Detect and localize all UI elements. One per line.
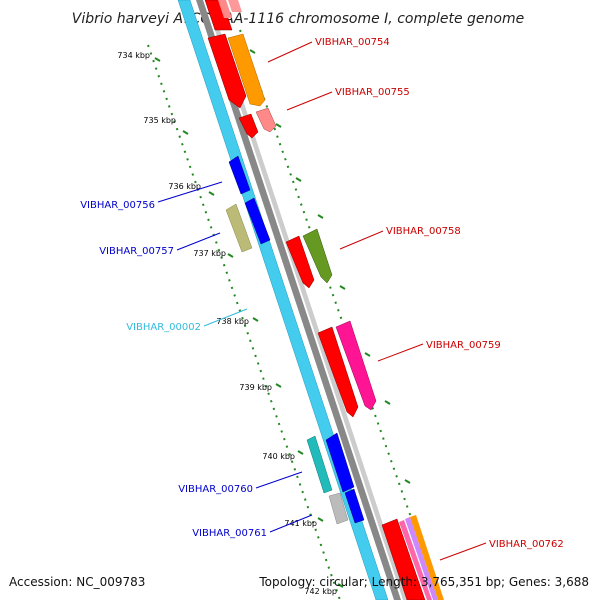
map-title: Vibrio harveyi ATCC BAA-1116 chromosome …: [72, 11, 524, 27]
gene-label-vibhar-00759[interactable]: VIBHAR_00759: [426, 340, 501, 351]
tick-mark: [317, 517, 324, 522]
cds-feature[interactable]: [228, 155, 251, 195]
reverse-strand-features: [225, 155, 365, 525]
cds-feature[interactable]: [207, 33, 247, 109]
cds-feature[interactable]: [227, 33, 266, 107]
gene-label-vibhar-00760[interactable]: VIBHAR_00760: [178, 484, 253, 495]
cds-feature[interactable]: [381, 518, 426, 600]
cds-feature[interactable]: [285, 235, 315, 289]
gene-label-vibhar-00762[interactable]: VIBHAR_00762: [489, 539, 564, 550]
tick-label: 736 kbp: [168, 182, 201, 191]
cds-feature[interactable]: [228, 0, 242, 12]
tick-mark: [339, 285, 346, 290]
cds-feature[interactable]: [335, 320, 377, 411]
rrna-feature[interactable]: [225, 203, 253, 253]
cds-feature[interactable]: [325, 432, 355, 493]
leader-line: [176, 232, 221, 251]
tick-label: 738 kbp: [216, 317, 249, 326]
tick-label: 739 kbp: [239, 383, 272, 392]
tick-mark: [227, 253, 234, 258]
tick-label: 740 kbp: [262, 452, 295, 461]
tick-mark: [364, 352, 371, 357]
cds-feature[interactable]: [410, 515, 444, 600]
cds-feature[interactable]: [399, 520, 432, 600]
leader-line: [339, 230, 384, 250]
tick-mark: [295, 177, 302, 182]
cds-feature[interactable]: [344, 488, 365, 524]
tick-label: 742 kbp: [304, 587, 337, 596]
leader-line: [286, 91, 333, 111]
tick-marks-inner: [154, 57, 344, 588]
tick-mark: [297, 450, 304, 455]
tick-mark: [384, 400, 391, 405]
gene-label-vibhar-00754[interactable]: VIBHAR_00754: [315, 37, 390, 48]
leader-line: [267, 41, 313, 63]
gene-label-vibhar-00755[interactable]: VIBHAR_00755: [335, 87, 410, 98]
cds-feature[interactable]: [302, 228, 333, 284]
cds-feature[interactable]: [218, 0, 232, 18]
gene-label-vibhar-00756[interactable]: VIBHAR_00756: [80, 200, 155, 211]
genome-backbone: [196, 0, 401, 600]
tick-mark: [249, 49, 256, 54]
gene-label-leaders: [157, 41, 487, 561]
tick-label: 735 kbp: [143, 116, 176, 125]
tick-mark: [404, 479, 411, 484]
tick-mark: [275, 123, 282, 128]
inner-tick-guide: [147, 44, 341, 600]
tick-label: 741 kbp: [284, 519, 317, 528]
cds-feature[interactable]: [238, 113, 259, 139]
cds-feature[interactable]: [317, 326, 359, 418]
leader-line: [157, 181, 223, 203]
forward-strand-features: [204, 0, 444, 600]
tick-mark: [275, 383, 282, 388]
tick-label: 734 kbp: [117, 51, 150, 60]
accession-text: Accession: NC_009783: [9, 575, 145, 589]
tick-mark: [154, 57, 161, 62]
cds-feature[interactable]: [306, 435, 333, 494]
gene-label-vibhar-00002[interactable]: VIBHAR_00002: [126, 322, 201, 333]
leader-line: [203, 308, 248, 327]
leader-line: [269, 514, 313, 533]
cds-feature[interactable]: [204, 0, 233, 31]
gene-label-vibhar-00761[interactable]: VIBHAR_00761: [192, 528, 267, 539]
leader-line: [377, 343, 424, 362]
cds-feature[interactable]: [244, 197, 271, 245]
tick-mark: [182, 130, 189, 135]
topology-text: Topology: circular; Length: 3,765,351 bp…: [258, 575, 589, 589]
leader-line: [255, 471, 303, 489]
tick-label: 737 kbp: [193, 249, 226, 258]
cds-feature[interactable]: [255, 107, 277, 133]
tick-mark: [208, 191, 215, 196]
tick-mark: [337, 583, 344, 588]
gene-label-vibhar-00758[interactable]: VIBHAR_00758: [386, 226, 461, 237]
cds-feature[interactable]: [328, 492, 349, 525]
cds-feature[interactable]: [405, 517, 438, 600]
tick-mark: [252, 317, 259, 322]
genome-backbone-shadow: [205, 0, 408, 600]
gene-label-vibhar-00757[interactable]: VIBHAR_00757: [99, 246, 174, 257]
gene-labels: VIBHAR_00754 VIBHAR_00755 VIBHAR_00756 V…: [80, 37, 564, 550]
tick-mark: [317, 214, 324, 219]
leader-line: [439, 542, 487, 561]
tick-labels: 734 kbp 735 kbp 736 kbp 737 kbp 738 kbp …: [117, 51, 337, 596]
